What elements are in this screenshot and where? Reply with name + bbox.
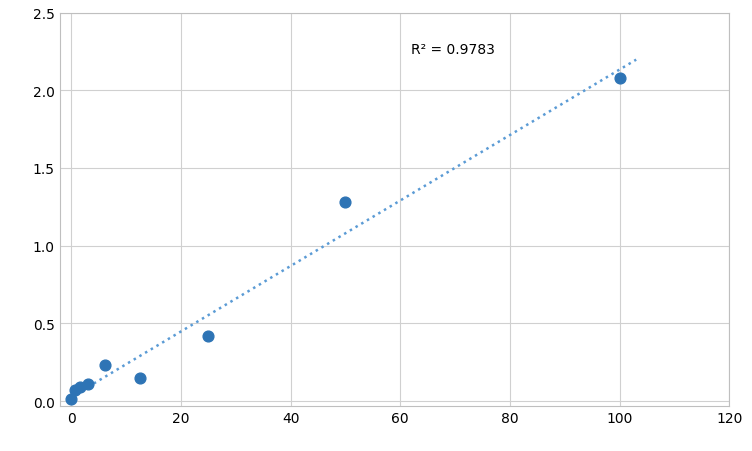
Point [134,375,146,382]
Point [614,75,626,82]
Point [69,387,81,394]
Point [82,381,94,388]
Point [339,199,351,207]
Point [74,384,86,391]
Text: R² = 0.9783: R² = 0.9783 [411,43,495,57]
Point [65,396,77,403]
Point [99,362,111,369]
Point [202,333,214,340]
